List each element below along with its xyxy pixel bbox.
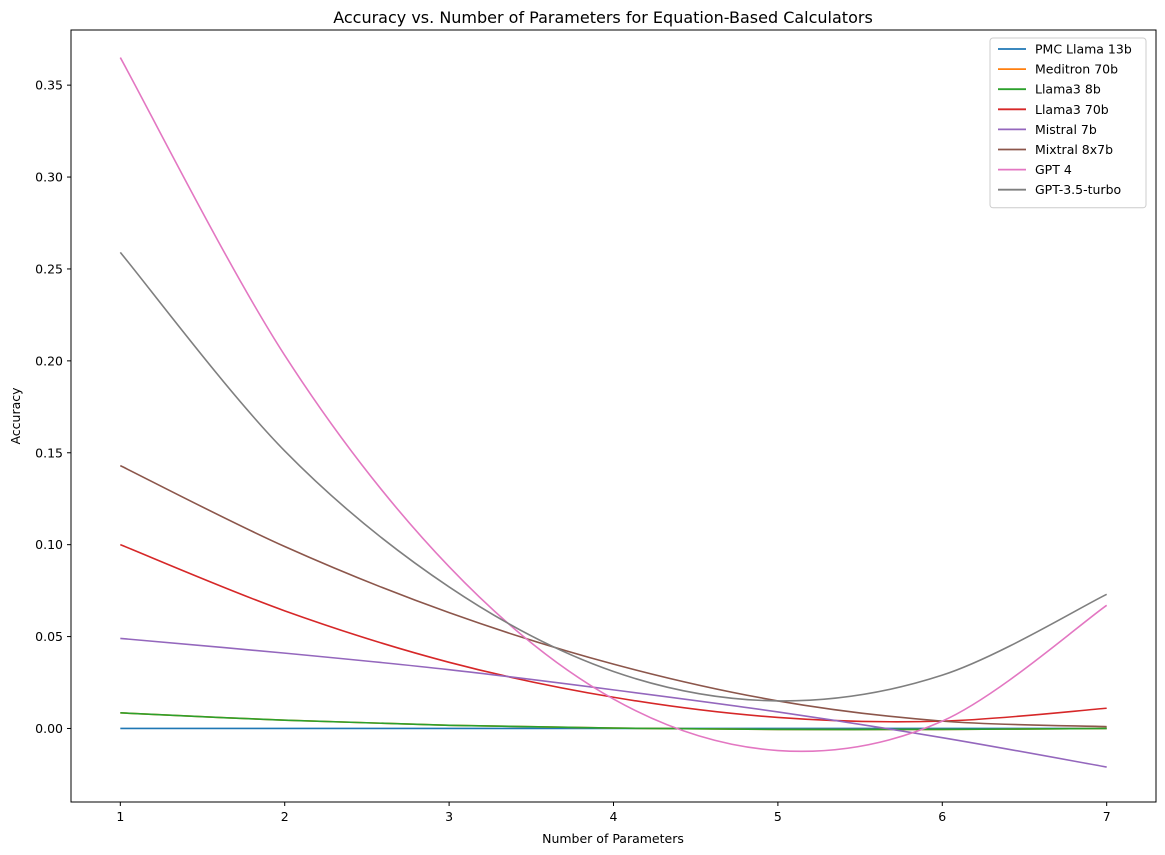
y-tick-label: 0.05: [35, 629, 63, 644]
series-line-gpt-3-5-turbo: [119, 251, 1108, 702]
x-tick-label: 7: [1103, 809, 1111, 824]
y-tick-label: 0.00: [35, 721, 63, 736]
legend-entry: Llama3 70b: [1035, 102, 1109, 117]
series-line-llama3-70b: [120, 543, 1107, 723]
series-line-gpt-4: [119, 57, 1108, 753]
legend-entry: PMC Llama 13b: [1035, 42, 1132, 57]
y-tick-label: 0.35: [35, 78, 63, 93]
chart-title: Accuracy vs. Number of Parameters for Eq…: [333, 8, 873, 27]
x-axis-label: Number of Parameters: [542, 831, 684, 846]
y-tick-label: 0.30: [35, 170, 63, 185]
legend-entry: GPT-3.5-turbo: [1035, 182, 1121, 197]
legend-entry: Llama3 8b: [1035, 82, 1101, 97]
series-line-mixtral-8x7b: [119, 464, 1107, 728]
legend-entry: Meditron 70b: [1035, 62, 1118, 77]
x-tick-label: 6: [938, 809, 946, 824]
legend-entry: Mistral 7b: [1035, 122, 1097, 137]
series-layer: [119, 57, 1108, 768]
y-tick-label: 0.20: [35, 353, 63, 368]
series-line-mistral-7b: [120, 637, 1107, 768]
x-tick-label: 1: [116, 809, 124, 824]
y-axis: 0.00 0.05 0.10 0.15 0.20 0.25 0.30 0.35: [35, 78, 71, 736]
legend-entry: Mixtral 8x7b: [1035, 142, 1113, 157]
legend: PMC Llama 13b Meditron 70b Llama3 8b Llama3…: [989, 37, 1147, 209]
y-tick-label: 0.10: [35, 537, 63, 552]
x-tick-label: 5: [774, 809, 782, 824]
x-tick-label: 4: [610, 809, 618, 824]
y-tick-label: 0.15: [35, 445, 63, 460]
y-axis-label: Accuracy: [8, 387, 23, 445]
x-tick-label: 3: [445, 809, 453, 824]
legend-box: [989, 37, 1147, 209]
series-line-llama3-8b: [120, 712, 1107, 731]
x-axis: 1 2 3 4 5 6 7: [116, 802, 1111, 824]
x-tick-label: 2: [281, 809, 289, 824]
y-tick-label: 0.25: [35, 261, 63, 276]
legend-entry: GPT 4: [1035, 162, 1072, 177]
